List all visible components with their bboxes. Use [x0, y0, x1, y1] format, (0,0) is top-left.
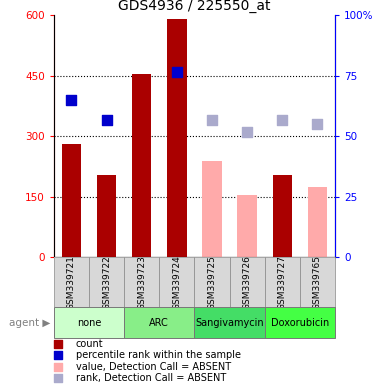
Text: percentile rank within the sample: percentile rank within the sample [76, 350, 241, 360]
Point [55, 375, 61, 381]
Bar [238, 195, 257, 257]
Bar [89, 257, 124, 307]
Bar [273, 175, 292, 257]
Bar [229, 257, 265, 307]
Text: GSM339721: GSM339721 [67, 255, 76, 310]
Bar [124, 307, 194, 338]
Text: agent ▶: agent ▶ [9, 318, 50, 328]
Point [55, 352, 61, 358]
Text: ARC: ARC [149, 318, 169, 328]
Bar [203, 161, 222, 257]
Bar [124, 257, 159, 307]
Title: GDS4936 / 225550_at: GDS4936 / 225550_at [118, 0, 271, 13]
Point [55, 364, 61, 370]
Bar [159, 257, 194, 307]
Bar [167, 20, 186, 257]
Bar [300, 257, 335, 307]
Bar [194, 307, 265, 338]
Point [174, 69, 180, 75]
Text: rank, Detection Call = ABSENT: rank, Detection Call = ABSENT [76, 373, 226, 383]
Text: GSM339722: GSM339722 [102, 255, 111, 310]
Bar [194, 257, 229, 307]
Text: GSM339725: GSM339725 [208, 255, 216, 310]
Text: Doxorubicin: Doxorubicin [271, 318, 329, 328]
Text: GSM339724: GSM339724 [172, 255, 181, 310]
Bar [264, 257, 300, 307]
Point [209, 117, 215, 123]
Point [104, 117, 110, 123]
Point [69, 97, 75, 103]
Text: GSM339727: GSM339727 [278, 255, 287, 310]
Text: none: none [77, 318, 101, 328]
Text: GSM339726: GSM339726 [243, 255, 252, 310]
Bar [62, 144, 81, 257]
Bar [54, 307, 124, 338]
Bar [132, 74, 151, 257]
Point [314, 121, 320, 127]
Bar [265, 307, 335, 338]
Text: Sangivamycin: Sangivamycin [195, 318, 264, 328]
Text: GSM339723: GSM339723 [137, 255, 146, 310]
Bar [54, 257, 89, 307]
Text: GSM339765: GSM339765 [313, 255, 322, 310]
Point [244, 129, 250, 136]
Bar [97, 175, 116, 257]
Text: count: count [76, 339, 104, 349]
Point [55, 341, 61, 347]
Point [279, 117, 285, 123]
Bar [308, 187, 327, 257]
Text: value, Detection Call = ABSENT: value, Detection Call = ABSENT [76, 362, 231, 372]
